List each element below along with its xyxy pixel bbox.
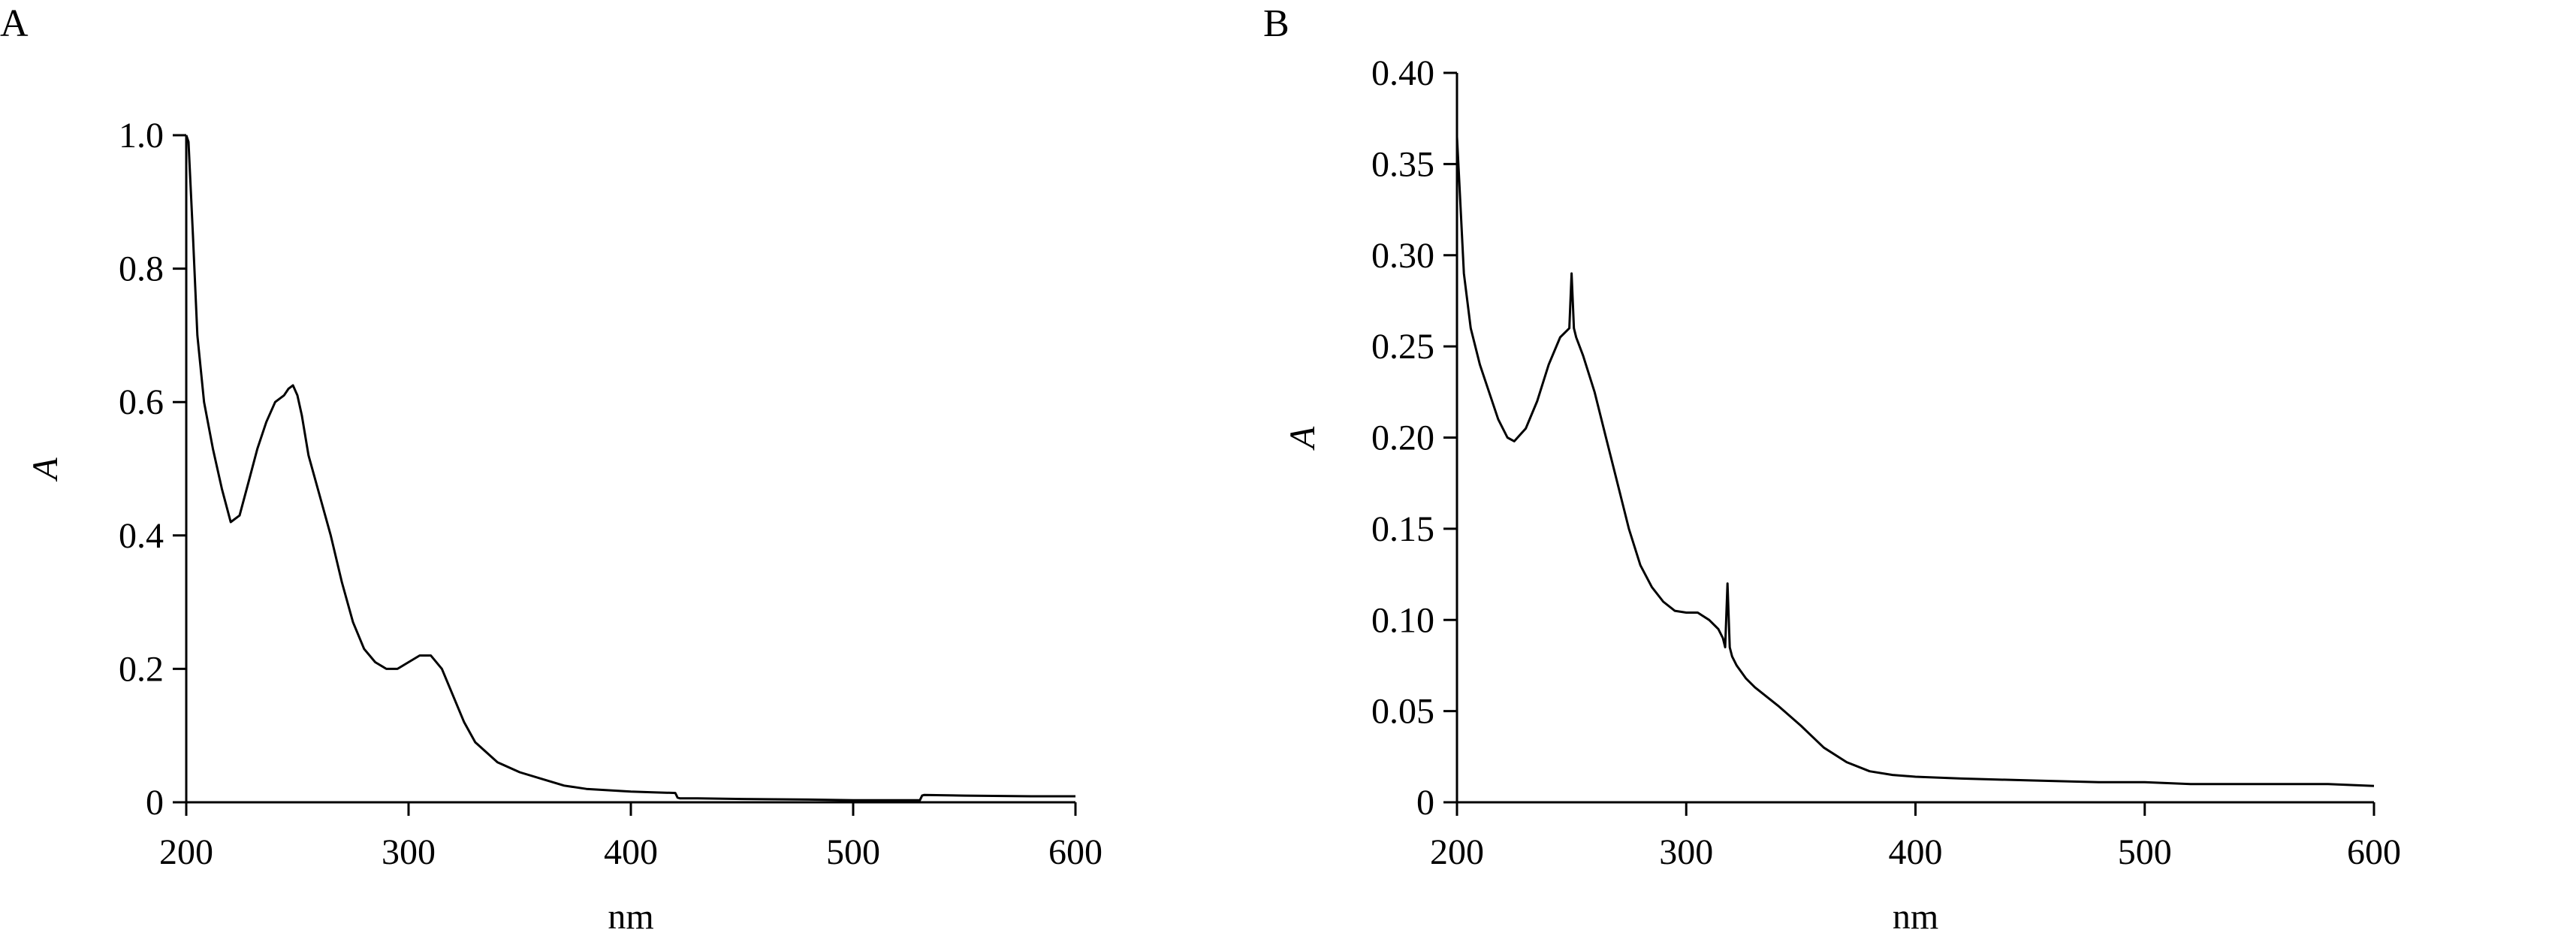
chart-1-y-tick-label: 0.20 bbox=[1371, 418, 1434, 458]
chart-1-panel-label: B bbox=[1263, 2, 1290, 45]
chart-0-x-tick-label: 500 bbox=[826, 832, 880, 872]
chart-1-x-tick-label: 300 bbox=[1659, 832, 1713, 872]
chart-0-x-tick-label: 200 bbox=[159, 832, 213, 872]
chart-0-x-tick-label: 400 bbox=[604, 832, 658, 872]
chart-0-x-tick-label: 600 bbox=[1048, 832, 1102, 872]
chart-0-y-tick-label: 0.8 bbox=[119, 249, 164, 289]
chart-1-series-0-line bbox=[1455, 136, 2375, 787]
chart-0-y-tick-label: 0.6 bbox=[119, 382, 164, 422]
chart-0-x-tick-label: 300 bbox=[382, 832, 436, 872]
chart-1-x-tick-label: 600 bbox=[2347, 832, 2401, 872]
chart-1-x-tick-label: 400 bbox=[1889, 832, 1943, 872]
chart-1-x-tick-label: 500 bbox=[2118, 832, 2172, 872]
chart-1-x-tick-label: 200 bbox=[1430, 832, 1484, 872]
chart-0-y-tick-label: 0.2 bbox=[119, 649, 164, 689]
chart-1-x-axis-title: nm bbox=[1893, 897, 1938, 937]
chart-1-y-tick-label: 0.40 bbox=[1371, 53, 1434, 93]
chart-0-x-axis-title: nm bbox=[608, 897, 653, 937]
chart-0-y-tick-label: 0 bbox=[146, 783, 164, 823]
chart-1-y-tick-label: 0.35 bbox=[1371, 144, 1434, 184]
chart-1-y-tick-label: 0.10 bbox=[1371, 600, 1434, 640]
chart-1-y-axis-title: A bbox=[1283, 426, 1323, 451]
chart-1-y-tick-label: 0.15 bbox=[1371, 509, 1434, 549]
chart-0-series-0-line bbox=[185, 134, 1075, 802]
chart-0-y-tick-label: 0.4 bbox=[119, 516, 164, 556]
chart-1-panel: B 0 0.05 0.10 0.15 0.20 0.25 0.30 0.35 0.40 200 300… bbox=[1263, 2, 2401, 937]
chart-1-y-tick-label: 0.25 bbox=[1371, 327, 1434, 367]
chart-1-y-tick-label: 0.30 bbox=[1371, 236, 1434, 276]
chart-1-y-tick-label: 0.05 bbox=[1371, 692, 1434, 732]
chart-1-y-tick-label: 0 bbox=[1416, 783, 1434, 823]
chart-0-y-tick-label: 1.0 bbox=[119, 116, 164, 155]
chart-0-y-axis-title: A bbox=[26, 457, 65, 482]
chart-0-panel-label: A bbox=[0, 2, 29, 45]
chart-0-panel: A 0 0.2 0.4 0.6 0.8 1.0 200 300 400 500 600 nm A bbox=[0, 2, 1102, 937]
